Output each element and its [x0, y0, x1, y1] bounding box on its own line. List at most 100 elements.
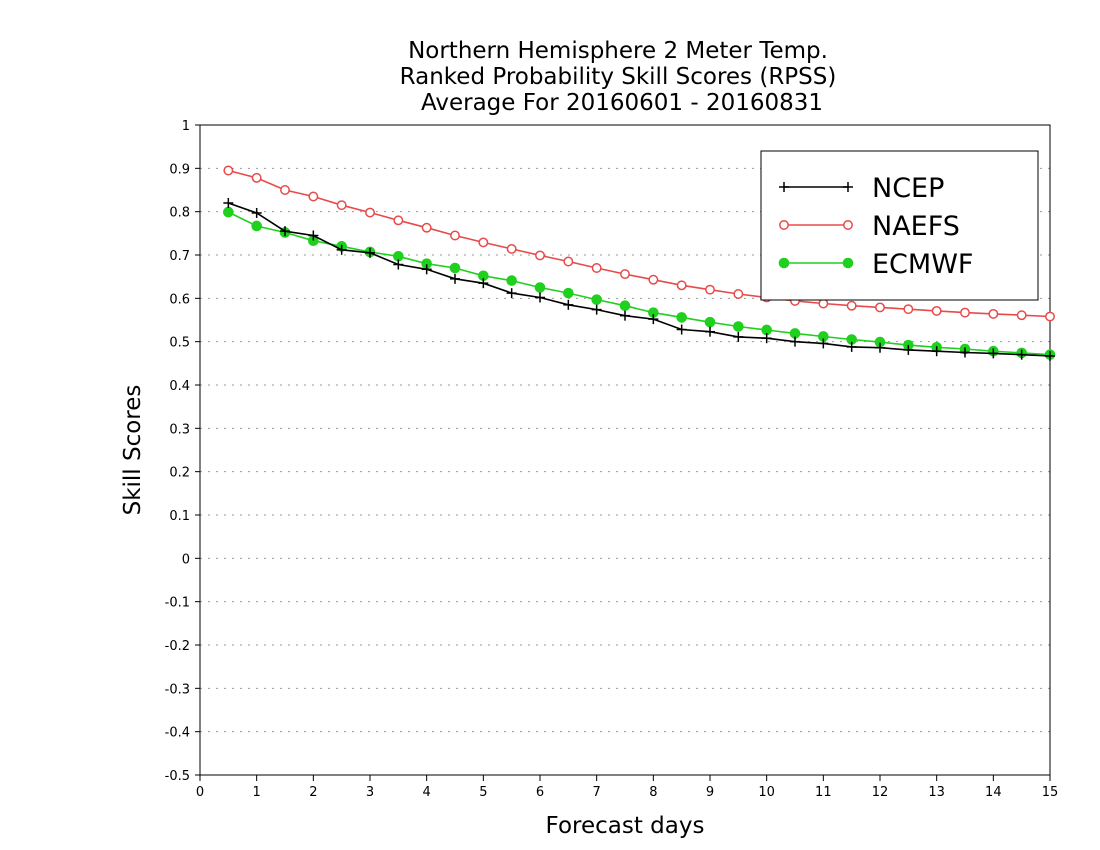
ecmwf-point	[676, 312, 687, 323]
y-tick-label: -0.5	[165, 769, 190, 784]
y-tick-label: -0.1	[165, 596, 190, 611]
x-tick-label: 5	[479, 785, 487, 800]
ncep-point	[875, 342, 885, 353]
naefs-point	[705, 284, 715, 295]
ecmwf-point	[619, 300, 631, 312]
ecmwf-point	[506, 275, 517, 286]
legend: NCEP NAEFS ECMWF	[760, 150, 1039, 301]
y-tick-label: -0.4	[165, 726, 190, 741]
y-tick-label: 0.5	[169, 336, 190, 351]
ncep-point	[790, 336, 800, 347]
naefs-point	[931, 305, 942, 316]
naefs-point	[733, 289, 744, 299]
x-tick-label: 4	[423, 785, 431, 800]
x-tick-label: 8	[649, 785, 657, 800]
legend-marker	[779, 220, 789, 230]
naefs-point	[988, 308, 999, 319]
naefs-point	[591, 263, 602, 273]
naefs-point	[1045, 311, 1055, 322]
naefs-point	[223, 165, 234, 176]
legend-marker	[779, 182, 789, 192]
grid-lines	[200, 167, 1050, 733]
naefs-point	[846, 300, 857, 311]
naefs-point	[478, 237, 489, 248]
ncep-point	[1045, 350, 1055, 361]
legend-marker	[843, 220, 853, 230]
x-tick-label: 1	[253, 785, 261, 800]
naefs-point	[563, 256, 574, 267]
x-tick-label: 0	[196, 785, 204, 800]
naefs-point	[365, 207, 375, 218]
ncep-point	[761, 333, 772, 344]
y-tick-label: 0.4	[169, 379, 190, 394]
naefs-point	[450, 230, 460, 241]
y-tick-label: -0.3	[165, 682, 190, 697]
ncep-point	[251, 207, 262, 218]
y-tick-label: -0.2	[165, 639, 190, 654]
ncep-point	[903, 344, 914, 355]
ncep-point	[223, 198, 234, 208]
naefs-point	[506, 243, 517, 254]
naefs-point	[903, 304, 914, 315]
x-tick-label: 15	[1042, 785, 1059, 800]
ncep-point	[818, 338, 829, 349]
ncep-point	[960, 347, 970, 358]
y-tick-label: 1	[182, 119, 190, 134]
legend-item-ncep: NCEP	[779, 173, 944, 204]
ncep-point	[620, 310, 630, 321]
naefs-point	[620, 269, 630, 280]
series-layer	[223, 165, 1056, 361]
chart-title-line-3: Average For 20160601 - 20160831	[421, 90, 823, 116]
legend-label-naefs: NAEFS	[872, 211, 960, 242]
ncep-point	[535, 292, 545, 303]
series-ecmwf	[223, 206, 1056, 360]
legend-item-ecmwf: ECMWF	[778, 249, 973, 280]
ncep-point	[931, 346, 942, 357]
naefs-point	[308, 191, 319, 202]
x-tick-label: 13	[928, 785, 945, 800]
naefs-point	[648, 274, 659, 285]
series-ncep	[223, 198, 1055, 361]
naefs-point	[818, 298, 829, 309]
y-tick-label: 0.7	[169, 249, 190, 264]
x-tick-label: 2	[309, 785, 317, 800]
ncep-point	[648, 314, 659, 325]
ncep-point	[478, 278, 489, 289]
series-naefs	[223, 165, 1055, 322]
ncep-point	[506, 288, 517, 299]
ncep-point	[563, 299, 574, 310]
ncep-point	[308, 230, 319, 241]
y-axis-title: Skill Scores	[120, 385, 146, 516]
y-tick-label: 0.2	[169, 466, 190, 481]
x-tick-label: 9	[706, 785, 714, 800]
legend-label-ncep: NCEP	[872, 173, 944, 204]
ecmwf-point	[223, 206, 234, 218]
x-axis-title: Forecast days	[546, 813, 705, 839]
naefs-point	[960, 307, 970, 318]
plot-frame	[199, 124, 1051, 776]
ecmwf-point	[563, 287, 574, 299]
ecmwf-point	[704, 316, 716, 328]
ecmwf-point	[449, 262, 461, 274]
ncep-point	[705, 326, 715, 337]
ncep-point	[280, 226, 290, 237]
ncep-point	[336, 244, 347, 255]
x-tick-label: 7	[593, 785, 601, 800]
x-tick-label: 12	[872, 785, 889, 800]
ecmwf-point	[591, 294, 602, 305]
y-tick-label: 0.9	[169, 162, 190, 177]
ncep-point	[421, 264, 432, 275]
naefs-point	[421, 222, 432, 233]
legend-marker	[842, 257, 854, 269]
y-tick-label: 0.8	[169, 206, 190, 221]
ecmwf-point	[251, 220, 262, 232]
ecmwf-point	[733, 321, 744, 332]
y-tick-label: 0.6	[169, 292, 190, 307]
naefs-point	[535, 250, 545, 261]
legend-entries: NCEP NAEFS ECMWF	[778, 173, 973, 280]
ncep-point	[591, 304, 602, 315]
ncep-point	[733, 331, 744, 342]
legend-marker	[778, 257, 790, 269]
x-tick-label: 14	[985, 785, 1002, 800]
